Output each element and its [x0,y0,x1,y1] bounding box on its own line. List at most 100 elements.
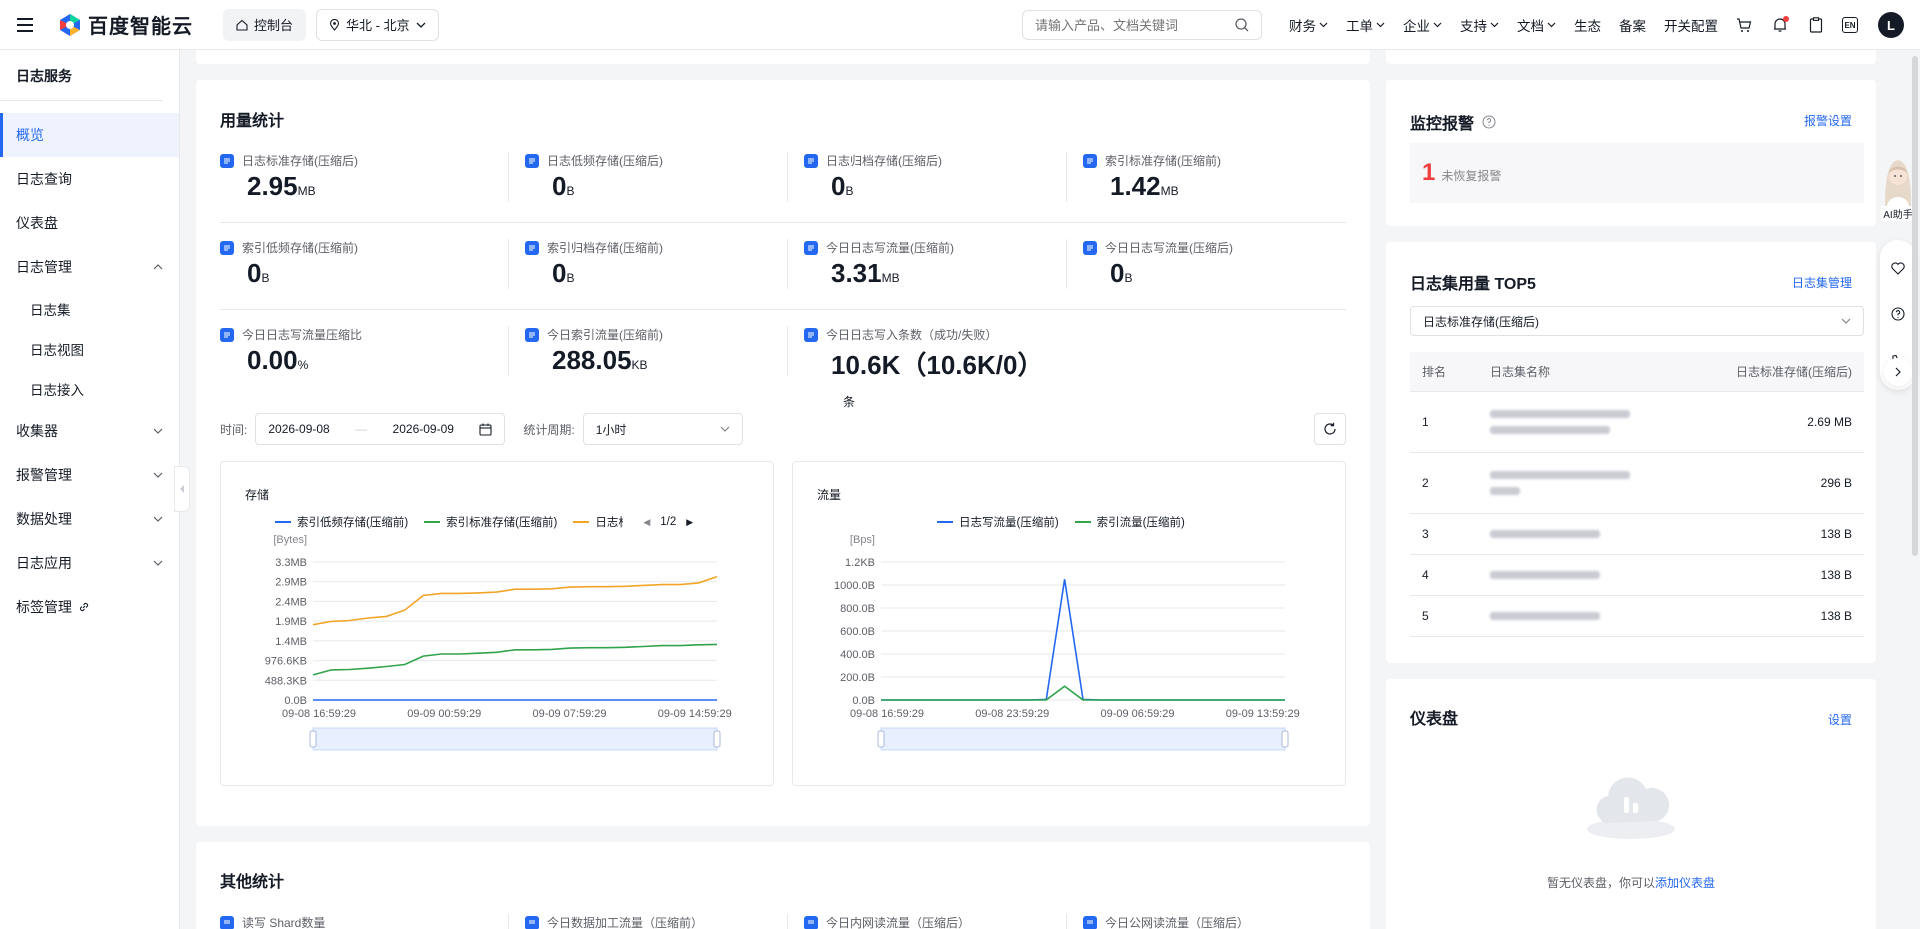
sidebar-item[interactable]: 收集器 [0,409,179,453]
date-end[interactable]: 2026-09-09 [392,422,454,436]
metric-select[interactable]: 日志标准存储(压缩后) [1410,306,1864,336]
ai-assistant[interactable]: AI助手 [1878,154,1918,224]
heart-icon[interactable] [1891,262,1905,275]
date-range-picker[interactable]: 2026-09-08 — 2026-09-09 [255,413,506,445]
refresh-button[interactable] [1314,413,1346,445]
sidebar-item-label: 数据处理 [16,511,72,527]
usage-stat-value-row: 1.42MB [1110,171,1343,202]
sidebar-item[interactable]: 仪表盘 [0,201,179,245]
sidebar-subitem-label: 日志集 [30,303,71,318]
cart-icon[interactable] [1734,15,1754,35]
table-row[interactable]: 5 138 B [1410,596,1864,637]
legend-item[interactable]: 索引流量(压缩前) [1074,514,1185,530]
add-dashboard-link[interactable]: 添加仪表盘 [1655,876,1716,890]
top-nav-item[interactable]: 生态 [1565,0,1610,50]
legend-next-icon[interactable]: ▶ [686,516,694,527]
series-line [312,575,718,626]
stat-icon [220,240,234,255]
expand-float-button[interactable] [1884,358,1912,386]
sidebar-item[interactable]: 日志查询 [0,157,179,201]
sidebar-item[interactable]: 数据处理 [0,497,179,541]
help-icon[interactable] [1482,115,1496,129]
range-slider-handle[interactable] [1281,730,1289,748]
logset-name-cell[interactable] [1480,410,1630,434]
search-box[interactable] [1022,10,1262,40]
refresh-icon [1324,422,1336,435]
usage-stat-value: 0 [552,171,567,201]
legend-item[interactable]: 索引低频存储(压缩前) [275,514,408,530]
range-slider-handle[interactable] [877,730,885,748]
search-input[interactable] [1035,17,1225,33]
usage-stat-label: 日志归档存储(压缩后) [826,154,942,168]
series-line [881,685,1285,701]
sidebar-item[interactable]: 日志管理 [0,245,179,289]
logset-manage-link[interactable]: 日志集管理 [1791,276,1852,290]
usage-stat-header: 索引低频存储(压缩前) [220,239,480,256]
clipboard-icon[interactable] [1806,15,1826,35]
region-selector[interactable]: 华北 - 北京 [316,8,439,41]
top-nav-item[interactable]: 备案 [1610,0,1655,50]
top-nav-label: 文档 [1517,19,1544,34]
usage-stat-unit: MB [881,271,900,285]
sidebar-item[interactable]: 概览 [0,113,179,157]
top-nav-item[interactable]: 开关配置 [1655,0,1727,50]
sidebar-item[interactable]: 报警管理 [0,453,179,497]
usage-stat-label: 今日日志写流量(压缩后) [1105,241,1233,255]
sidebar-subitem[interactable]: 日志视图 [0,329,179,369]
storage-chart-title: 存储 [245,488,270,502]
language-switch[interactable]: EN [1842,17,1858,33]
range-slider-handle[interactable] [713,730,721,748]
logset-name-cell[interactable] [1480,530,1630,538]
table-row[interactable]: 4 138 B [1410,555,1864,596]
sidebar-item[interactable]: 标签管理 [0,585,179,629]
dashboard-settings-link[interactable]: 设置 [1827,713,1852,727]
period-select[interactable]: 1小时 [582,413,743,445]
logset-name-cell[interactable] [1480,471,1630,495]
console-button[interactable]: 控制台 [223,8,307,41]
sidebar-collapse-button[interactable] [174,466,190,512]
logo[interactable]: 百度智能云 [58,10,193,39]
sidebar-item-label: 日志应用 [16,555,72,571]
y-tick-label: 1.2KB [845,557,875,569]
bell-icon[interactable] [1770,15,1790,35]
top-nav-item[interactable]: 工单 [1337,0,1394,50]
usage-stat-label: 日志低频存储(压缩后) [547,154,663,168]
top-nav: 财务 工单 企业 支持 文档 生态 备案 开关配置 [1280,0,1727,50]
top-nav-item[interactable]: 企业 [1394,0,1451,50]
y-tick-label: 1.9MB [275,616,307,628]
traffic-chart-title: 流量 [817,488,842,502]
table-row[interactable]: 2 296 B [1410,453,1864,514]
top-nav-item[interactable]: 支持 [1451,0,1508,50]
stat-icon [804,327,818,342]
top-nav-item[interactable]: 财务 [1280,0,1337,50]
table-row[interactable]: 3 138 B [1410,514,1864,555]
menu-icon[interactable] [0,0,50,50]
legend-prev-icon[interactable]: ◀ [643,516,651,527]
range-slider-handle[interactable] [309,730,317,748]
sidebar-item[interactable]: 日志应用 [0,541,179,585]
calendar-icon[interactable] [479,423,492,436]
logset-name-cell[interactable] [1480,571,1630,579]
sidebar-item-label: 收集器 [16,423,58,439]
sidebar-subitem[interactable]: 日志集 [0,289,179,329]
alarm-settings-link[interactable]: 报警设置 [1803,114,1852,128]
legend-item[interactable]: 索引标准存储(压缩前) [424,514,557,530]
legend-pager[interactable]: ◀ 1/2 ▶ [643,516,693,528]
range-slider[interactable] [312,727,718,751]
notification-dot [1783,16,1789,22]
other-stat: 读写 Shard数量 [220,914,480,929]
legend-item[interactable]: 日志标准存储(压缩后) [573,514,623,530]
page-scrollbar[interactable] [1912,56,1918,556]
sidebar-subitem[interactable]: 日志接入 [0,369,179,409]
table-row[interactable]: 1 2.69 MB [1410,392,1864,453]
date-start[interactable]: 2026-09-08 [268,422,330,436]
top-nav-item[interactable]: 文档 [1508,0,1565,50]
series-line [881,579,1285,701]
search-icon[interactable] [1235,18,1249,32]
logset-name-cell[interactable] [1480,612,1630,620]
legend-item[interactable]: 日志写流量(压缩前) [937,514,1059,530]
help-icon[interactable] [1891,307,1905,322]
user-avatar[interactable]: L [1878,12,1904,38]
range-slider[interactable] [880,727,1286,751]
alarm-summary[interactable]: 1 未恢复报警 [1410,143,1864,203]
